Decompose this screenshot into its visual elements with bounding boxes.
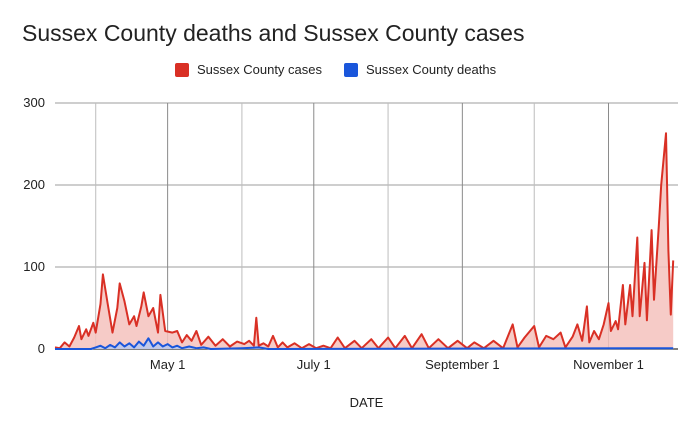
series-line-deaths [55,337,674,350]
axis-labels: 0 100 200 300 May 1 July 1 September 1 November… [23,95,644,410]
legend-label-cases: Sussex County cases [197,62,323,77]
x-tick-label: November 1 [573,357,644,372]
series-area-deaths [55,338,674,349]
legend-item-deaths[interactable]: Sussex County deaths [344,62,496,77]
y-tick-label: 100 [23,259,45,274]
series-layer [54,132,675,350]
legend-item-cases[interactable]: Sussex County cases [175,62,322,77]
y-tick-label: 200 [23,177,45,192]
x-tick-label: July 1 [297,357,331,372]
y-tick-label: 0 [38,341,45,356]
x-tick-label: May 1 [150,357,185,372]
legend-swatch-cases [175,62,189,77]
series-line-cases [54,132,675,350]
x-axis-title: DATE [350,395,384,410]
legend-label-deaths: Sussex County deaths [366,62,497,77]
chart-title: Sussex County deaths and Sussex County c… [22,20,525,46]
series-area-cases [55,133,674,349]
legend-swatch-deaths [344,62,359,77]
x-tick-label: September 1 [425,357,499,372]
y-tick-label: 300 [23,95,45,110]
chart-legend: Sussex County cases Sussex County deaths [175,62,496,77]
